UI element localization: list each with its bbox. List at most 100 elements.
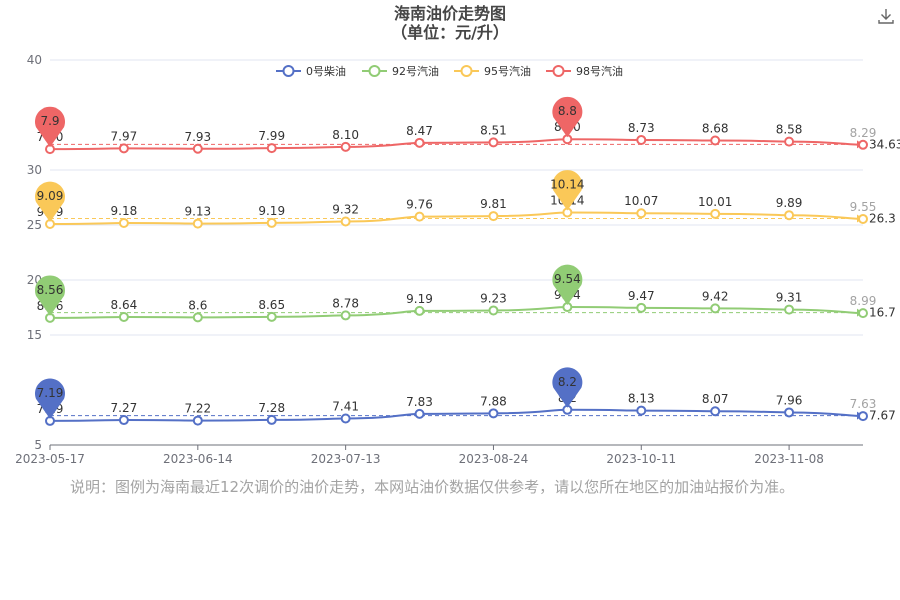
data-label: 8.47 xyxy=(406,124,433,138)
data-point xyxy=(414,305,425,316)
marker-pin xyxy=(35,181,65,223)
data-label: 9.13 xyxy=(184,205,211,219)
data-point xyxy=(266,143,277,154)
data-label: 7.63 xyxy=(850,397,877,411)
x-tick-label: 2023-05-17 xyxy=(15,452,85,466)
data-point xyxy=(414,137,425,148)
data-point xyxy=(266,414,277,425)
data-point xyxy=(192,143,203,154)
data-point xyxy=(784,304,795,315)
y-tick-label: 25 xyxy=(27,218,42,232)
legend-label: 98号汽油 xyxy=(576,64,623,78)
data-point xyxy=(266,217,277,228)
x-tick-label: 2023-07-13 xyxy=(311,452,381,466)
data-label: 7.27 xyxy=(111,401,138,415)
chart-title-main: 海南油价走势图 xyxy=(393,4,506,23)
data-label: 8.10 xyxy=(332,128,359,142)
legend-marker xyxy=(552,65,565,77)
data-label: 10.01 xyxy=(698,195,732,209)
y-tick-label: 40 xyxy=(27,53,42,67)
average-label: 34.63 xyxy=(869,137,900,151)
data-label: 9.31 xyxy=(776,291,803,305)
data-label: 9.89 xyxy=(776,196,803,210)
data-point xyxy=(858,411,868,422)
pin-label: 9.09 xyxy=(37,189,64,203)
data-point xyxy=(710,303,721,314)
x-tick-label: 2023-08-24 xyxy=(459,452,529,466)
data-point xyxy=(414,408,425,419)
data-label: 8.99 xyxy=(850,294,877,308)
data-point xyxy=(636,134,647,145)
data-label: 8.29 xyxy=(850,126,877,140)
pin-label: 8.56 xyxy=(37,283,64,297)
data-label: 9.19 xyxy=(406,292,433,306)
data-point xyxy=(488,211,499,222)
data-label: 8.6 xyxy=(188,298,207,312)
data-label: 9.19 xyxy=(258,204,285,218)
pin-label: 8.8 xyxy=(558,104,577,118)
data-point xyxy=(414,211,425,222)
pin-label: 10.14 xyxy=(550,177,584,191)
data-label: 8.78 xyxy=(332,296,359,310)
data-label: 9.32 xyxy=(332,202,359,216)
data-point xyxy=(488,305,499,316)
download-icon[interactable] xyxy=(876,6,896,26)
data-point xyxy=(710,135,721,146)
data-label: 7.99 xyxy=(258,129,285,143)
data-label: 8.64 xyxy=(111,298,138,312)
marker-pin xyxy=(552,170,583,211)
data-point xyxy=(784,136,795,147)
data-label: 8.65 xyxy=(258,298,285,312)
marker-pin xyxy=(35,378,65,419)
data-point xyxy=(488,137,499,148)
data-label: 7.97 xyxy=(111,129,138,143)
data-point xyxy=(858,308,868,319)
data-point xyxy=(340,413,351,424)
y-tick-label: 15 xyxy=(27,328,42,342)
legend-marker xyxy=(368,65,381,77)
data-label: 7.41 xyxy=(332,399,359,413)
marker-pin xyxy=(35,106,65,148)
x-tick-label: 2023-11-08 xyxy=(754,452,824,466)
average-label: 7.67 xyxy=(869,409,896,423)
data-label: 10.07 xyxy=(624,194,658,208)
data-point xyxy=(858,213,868,224)
data-point xyxy=(710,406,721,417)
chart-title: 海南油价走势图 （单位：元/升） xyxy=(0,4,900,42)
y-tick-label: 30 xyxy=(27,163,42,177)
data-label: 9.76 xyxy=(406,198,433,212)
data-point xyxy=(192,218,203,229)
data-point xyxy=(636,208,647,219)
data-label: 9.55 xyxy=(850,200,877,214)
data-point xyxy=(340,141,351,152)
y-tick-label: 5 xyxy=(34,438,42,452)
data-point xyxy=(118,415,129,426)
pin-label: 9.54 xyxy=(554,272,581,286)
legend-marker xyxy=(460,65,473,77)
chart-note: 说明：图例为海南最近12次调价的油价走势，本网站油价数据仅供参考，请以您所在地区… xyxy=(70,478,795,496)
x-tick-label: 2023-06-14 xyxy=(163,452,233,466)
data-label: 9.81 xyxy=(480,197,507,211)
marker-pin xyxy=(552,264,583,306)
legend-marker xyxy=(282,65,295,77)
data-point xyxy=(488,408,499,419)
data-label: 9.47 xyxy=(628,289,655,303)
data-label: 7.96 xyxy=(776,393,803,407)
data-point xyxy=(118,311,129,322)
average-label: 16.7 xyxy=(869,306,896,320)
data-label: 7.93 xyxy=(184,130,211,144)
data-point xyxy=(784,210,795,221)
data-label: 7.83 xyxy=(406,395,433,409)
pin-label: 7.19 xyxy=(37,386,64,400)
data-label: 8.68 xyxy=(702,122,729,136)
data-point xyxy=(192,312,203,323)
marker-pin xyxy=(552,367,583,408)
data-label: 8.73 xyxy=(628,121,655,135)
x-tick-label: 2023-10-11 xyxy=(606,452,676,466)
average-label: 26.3 xyxy=(869,211,896,225)
data-label: 8.07 xyxy=(702,392,729,406)
data-point xyxy=(340,310,351,321)
marker-pin xyxy=(35,275,65,316)
data-label: 8.13 xyxy=(628,392,655,406)
